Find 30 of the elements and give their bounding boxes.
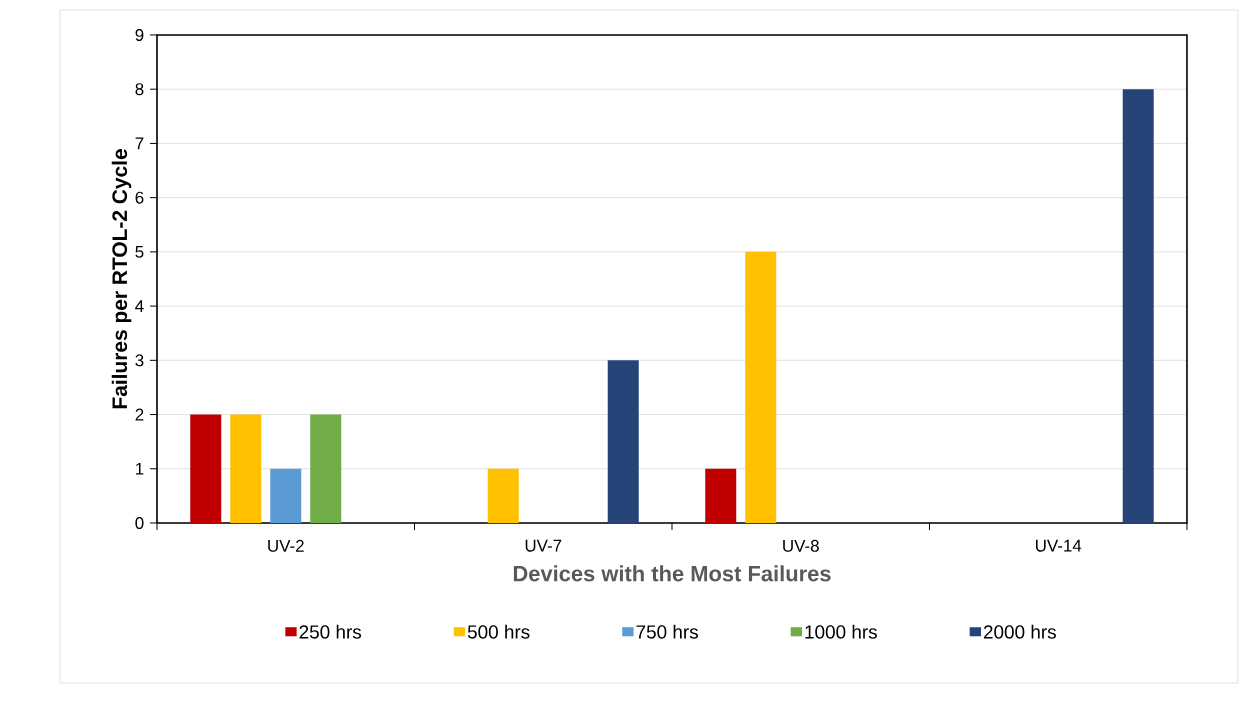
bar [230,414,262,523]
x-tick-label: UV-7 [525,539,562,552]
legend-label: 500 hrs [467,624,530,639]
bar [1122,89,1154,523]
y-tick-label: 1 [136,462,144,475]
legend-label: 250 hrs [299,624,362,639]
bar [190,414,222,523]
legend-label: 750 hrs [636,624,698,639]
bar [487,468,519,523]
y-tick-label: 0 [135,516,144,529]
y-tick-label: 8 [135,83,144,96]
bar [270,468,302,523]
y-tick-label: 6 [135,191,144,204]
y-tick-label: 2 [135,408,144,421]
x-axis-title: Devices with the Most Failures [513,565,831,582]
bar [745,251,777,523]
y-axis-title: Failures per RTOL-2 Cycle [111,149,132,409]
x-tick-label: UV-2 [268,539,304,552]
y-tick-label: 9 [135,28,144,41]
y-tick-label: 4 [135,300,144,312]
bar [607,360,639,523]
y-tick-label: 3 [135,354,144,367]
bar [705,468,737,523]
bar [310,414,342,523]
legend-label: 2000 hrs [983,624,1056,639]
x-tick-label: UV-14 [1036,539,1082,552]
legend-label: 1000 hrs [805,624,877,639]
y-tick-label: 5 [135,245,144,258]
x-tick-label: UV-8 [783,539,819,552]
y-tick-label: 7 [135,137,144,150]
